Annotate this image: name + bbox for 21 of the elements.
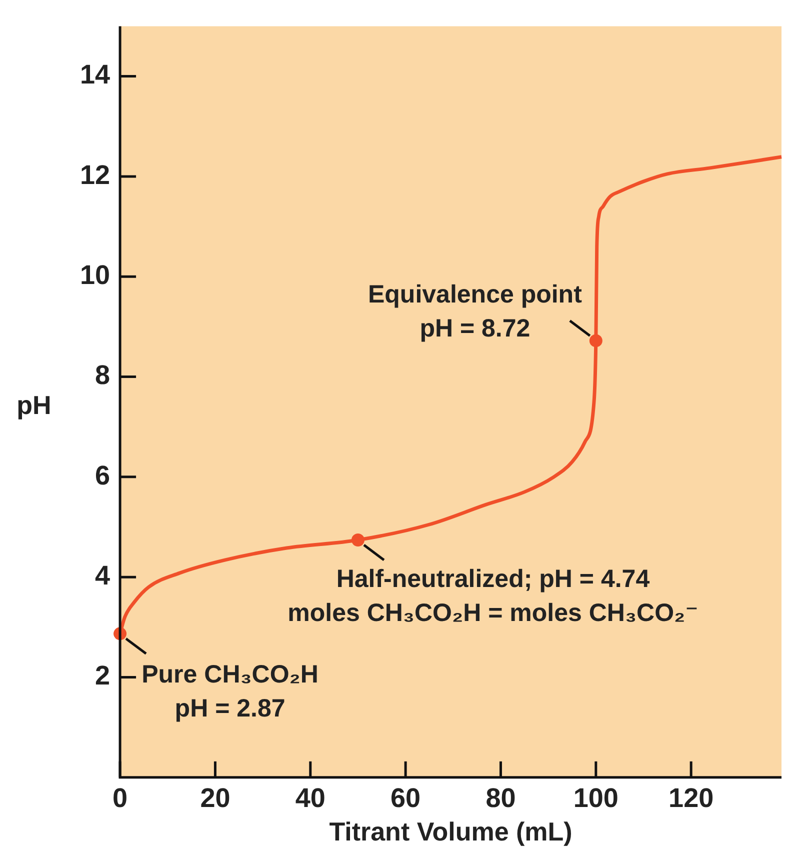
annotation: Equivalence point pH = 8.72 <box>368 280 583 343</box>
y-tick-label: 2 <box>95 660 110 691</box>
x-tick-label: 80 <box>486 783 516 814</box>
x-tick-label: 40 <box>295 783 326 814</box>
x-tick-label: 20 <box>200 783 230 814</box>
y-tick-label: 6 <box>95 460 110 490</box>
x-tick-label: 120 <box>668 783 714 814</box>
point <box>351 534 364 547</box>
y-tick-label: 12 <box>80 160 110 190</box>
y-tick-label: 14 <box>80 60 110 90</box>
point <box>589 334 602 348</box>
y-tick-label: 8 <box>95 360 110 390</box>
x-tick-label: 100 <box>573 783 618 814</box>
y-tick-label: 10 <box>80 260 110 290</box>
annotation: Pure CH₃CO₂H pH = 2.87 <box>142 660 318 723</box>
annotation: Half-neutralized; pH = 4.74 moles CH₃CO₂H = moles CH₃CO₂⁻ <box>288 564 698 627</box>
x-tick-label: 0 <box>112 783 128 814</box>
y-axis-title: pH <box>16 390 52 420</box>
y-tick-label: 4 <box>95 560 110 591</box>
x-axis-title: Titrant Volume (mL) <box>329 816 572 847</box>
x-tick-label: 60 <box>390 783 421 814</box>
